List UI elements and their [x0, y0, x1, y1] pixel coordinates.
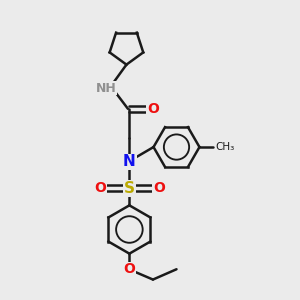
- Text: O: O: [147, 102, 159, 116]
- Text: CH₃: CH₃: [216, 142, 235, 152]
- Text: O: O: [94, 181, 106, 195]
- Text: N: N: [123, 154, 136, 169]
- Text: NH: NH: [95, 82, 116, 95]
- Text: O: O: [153, 181, 165, 195]
- Text: S: S: [124, 181, 135, 196]
- Text: O: O: [124, 262, 135, 276]
